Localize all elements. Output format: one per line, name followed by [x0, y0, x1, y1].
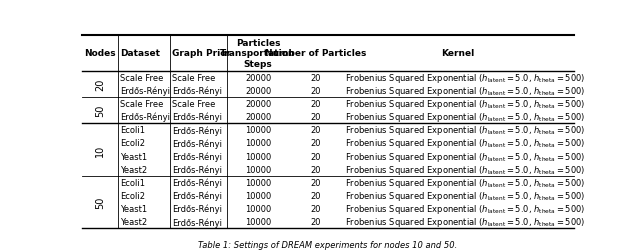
Text: 20: 20	[310, 100, 321, 108]
Text: Erdős-Rényi: Erdős-Rényi	[120, 86, 170, 96]
Text: Frobenius Squared Exponential ($h_{\mathrm{latent}} = 5.0$, $h_{\mathrm{theta}} : Frobenius Squared Exponential ($h_{\math…	[345, 98, 586, 110]
Text: Scale Free: Scale Free	[120, 74, 164, 82]
Text: 20: 20	[310, 139, 321, 148]
Text: 20: 20	[310, 191, 321, 200]
Text: Yeast2: Yeast2	[120, 165, 147, 174]
Text: Erdős-Rényi: Erdős-Rényi	[172, 191, 222, 200]
Text: 20: 20	[310, 86, 321, 96]
Text: 20000: 20000	[245, 100, 271, 108]
Text: Frobenius Squared Exponential ($h_{\mathrm{latent}} = 5.0$, $h_{\mathrm{theta}} : Frobenius Squared Exponential ($h_{\math…	[345, 163, 586, 176]
Text: Frobenius Squared Exponential ($h_{\mathrm{latent}} = 5.0$, $h_{\mathrm{theta}} : Frobenius Squared Exponential ($h_{\math…	[345, 84, 586, 98]
Text: 10000: 10000	[245, 139, 271, 148]
Text: 20: 20	[310, 74, 321, 82]
Text: Yeast1: Yeast1	[120, 204, 147, 213]
Text: Frobenius Squared Exponential ($h_{\mathrm{latent}} = 5.0$, $h_{\mathrm{theta}} : Frobenius Squared Exponential ($h_{\math…	[345, 111, 586, 124]
Text: 20: 20	[310, 152, 321, 161]
Text: Scale Free: Scale Free	[120, 100, 164, 108]
Text: Frobenius Squared Exponential ($h_{\mathrm{latent}} = 5.0$, $h_{\mathrm{theta}} : Frobenius Squared Exponential ($h_{\math…	[345, 124, 586, 137]
Text: 20: 20	[310, 218, 321, 226]
Text: Erdős-Rényi: Erdős-Rényi	[120, 112, 170, 122]
Text: Kernel: Kernel	[442, 49, 475, 58]
Text: 10000: 10000	[245, 152, 271, 161]
Text: Frobenius Squared Exponential ($h_{\mathrm{latent}} = 5.0$, $h_{\mathrm{theta}} : Frobenius Squared Exponential ($h_{\math…	[345, 72, 586, 85]
Text: Frobenius Squared Exponential ($h_{\mathrm{latent}} = 5.0$, $h_{\mathrm{theta}} : Frobenius Squared Exponential ($h_{\math…	[345, 150, 586, 163]
Text: Ecoli1: Ecoli1	[120, 126, 145, 135]
Text: 10000: 10000	[245, 191, 271, 200]
Text: Erdős-Rényi: Erdős-Rényi	[172, 139, 222, 148]
Text: 20: 20	[95, 78, 105, 91]
Text: 20000: 20000	[245, 86, 271, 96]
Text: Erdős-Rényi: Erdős-Rényi	[172, 126, 222, 135]
Text: Particles
Transportation
Steps: Particles Transportation Steps	[220, 39, 296, 68]
Text: 20000: 20000	[245, 113, 271, 122]
Text: 20: 20	[310, 113, 321, 122]
Text: Frobenius Squared Exponential ($h_{\mathrm{latent}} = 5.0$, $h_{\mathrm{theta}} : Frobenius Squared Exponential ($h_{\math…	[345, 176, 586, 189]
Text: Table 1: Settings of DREAM experiments for nodes 10 and 50.: Table 1: Settings of DREAM experiments f…	[198, 240, 458, 249]
Text: Erdős-Rényi: Erdős-Rényi	[172, 165, 222, 174]
Text: Erdős-Rényi: Erdős-Rényi	[172, 204, 222, 214]
Text: Nodes: Nodes	[84, 49, 116, 58]
Text: Yeast1: Yeast1	[120, 152, 147, 161]
Text: Dataset: Dataset	[120, 49, 160, 58]
Text: Number of Particles: Number of Particles	[265, 49, 367, 58]
Text: Ecoli1: Ecoli1	[120, 178, 145, 187]
Text: 20000: 20000	[245, 74, 271, 82]
Text: 20: 20	[310, 165, 321, 174]
Text: Erdős-Rényi: Erdős-Rényi	[172, 217, 222, 227]
Text: Erdős-Rényi: Erdős-Rényi	[172, 178, 222, 188]
Text: Frobenius Squared Exponential ($h_{\mathrm{latent}} = 5.0$, $h_{\mathrm{theta}} : Frobenius Squared Exponential ($h_{\math…	[345, 189, 586, 202]
Text: Frobenius Squared Exponential ($h_{\mathrm{latent}} = 5.0$, $h_{\mathrm{theta}} : Frobenius Squared Exponential ($h_{\math…	[345, 202, 586, 215]
Text: 20: 20	[310, 204, 321, 213]
Text: Scale Free: Scale Free	[172, 100, 216, 108]
Text: Frobenius Squared Exponential ($h_{\mathrm{latent}} = 5.0$, $h_{\mathrm{theta}} : Frobenius Squared Exponential ($h_{\math…	[345, 216, 586, 228]
Text: Erdős-Rényi: Erdős-Rényi	[172, 86, 222, 96]
Text: 10000: 10000	[245, 178, 271, 187]
Text: 10000: 10000	[245, 165, 271, 174]
Text: Ecoli2: Ecoli2	[120, 191, 145, 200]
Text: Ecoli2: Ecoli2	[120, 139, 145, 148]
Text: 10000: 10000	[245, 126, 271, 135]
Text: 50: 50	[95, 104, 105, 117]
Text: Graph Prior: Graph Prior	[172, 49, 231, 58]
Text: Erdős-Rényi: Erdős-Rényi	[172, 152, 222, 161]
Text: 20: 20	[310, 178, 321, 187]
Text: 10000: 10000	[245, 218, 271, 226]
Text: Frobenius Squared Exponential ($h_{\mathrm{latent}} = 5.0$, $h_{\mathrm{theta}} : Frobenius Squared Exponential ($h_{\math…	[345, 137, 586, 150]
Text: 10: 10	[95, 144, 105, 156]
Text: Scale Free: Scale Free	[172, 74, 216, 82]
Text: 50: 50	[95, 196, 105, 208]
Text: Yeast2: Yeast2	[120, 218, 147, 226]
Text: 20: 20	[310, 126, 321, 135]
Text: Erdős-Rényi: Erdős-Rényi	[172, 112, 222, 122]
Text: 10000: 10000	[245, 204, 271, 213]
